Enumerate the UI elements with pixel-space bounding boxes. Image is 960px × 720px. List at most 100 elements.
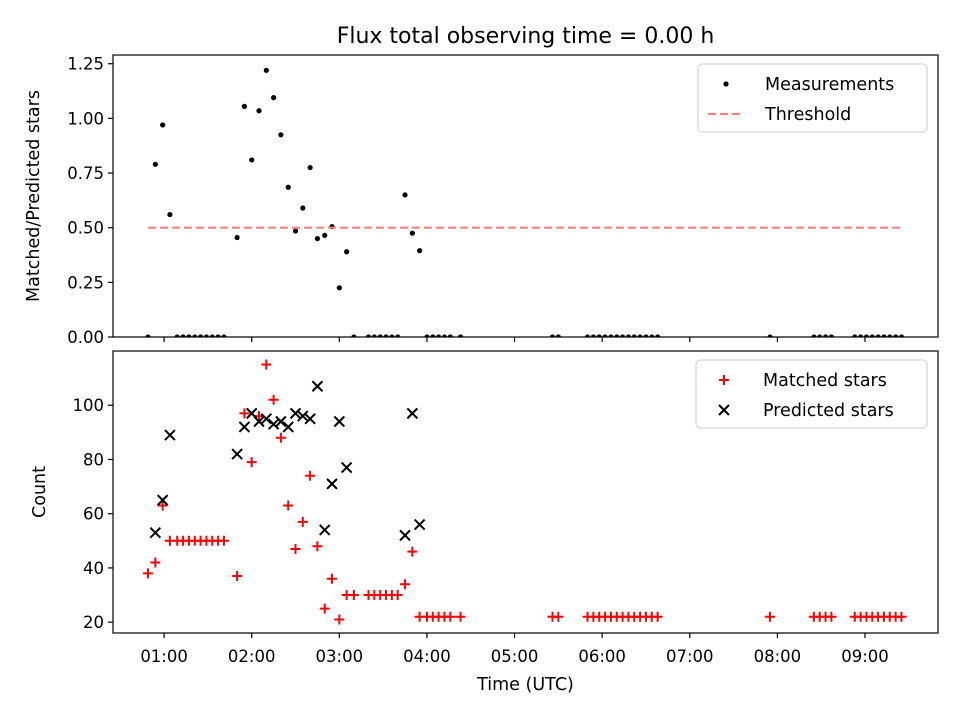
series-matched-stars — [143, 359, 907, 625]
data-point — [389, 334, 395, 337]
plot-area — [143, 359, 907, 625]
data-point — [643, 334, 649, 337]
panel-2: Count Time (UTC) 20 40 60 80 100 01:00 02:00 03:0… — [30, 350, 939, 695]
data-point — [167, 211, 173, 218]
data-point — [584, 334, 591, 337]
y-tick-label: 1.00 — [67, 109, 104, 128]
data-point — [896, 611, 907, 622]
data-point — [424, 334, 430, 337]
data-point — [765, 611, 776, 622]
data-point — [344, 249, 350, 255]
data-point — [893, 334, 899, 337]
data-point — [234, 234, 240, 241]
data-point — [413, 518, 426, 531]
data-point — [150, 557, 161, 568]
data-point — [875, 334, 881, 337]
data-point — [549, 334, 556, 337]
data-point — [898, 334, 905, 337]
data-point — [407, 546, 418, 557]
y-tick-label: 20 — [83, 613, 104, 632]
legend-box — [697, 63, 928, 133]
data-point — [596, 334, 602, 337]
data-point — [297, 516, 308, 527]
data-point — [300, 205, 306, 211]
data-point — [655, 334, 661, 337]
data-point — [887, 334, 893, 337]
data-point — [192, 334, 198, 337]
data-point — [278, 132, 284, 138]
data-point — [275, 415, 287, 428]
data-point — [365, 334, 372, 337]
data-point — [822, 334, 829, 337]
data-point — [383, 334, 389, 337]
y-tick-label: 100 — [73, 396, 105, 415]
data-point — [371, 334, 377, 337]
data-point — [143, 568, 154, 579]
data-point — [649, 334, 655, 337]
axes-frame — [112, 350, 939, 634]
data-point — [377, 334, 383, 337]
data-point — [826, 611, 837, 622]
x-tick-label: 03:00 — [316, 647, 364, 666]
y-axis-label: Count — [30, 466, 50, 518]
data-point — [156, 494, 169, 506]
data-point — [326, 478, 338, 490]
data-point — [555, 334, 561, 337]
legend-label: Predicted stars — [763, 401, 894, 421]
data-point — [285, 184, 291, 190]
data-point — [312, 541, 323, 552]
data-point — [275, 432, 286, 443]
data-point — [400, 579, 411, 590]
data-point — [241, 103, 248, 109]
x-axis-label: Time (UTC) — [476, 675, 574, 695]
data-point — [869, 334, 875, 337]
data-point — [767, 334, 773, 337]
data-point — [209, 334, 215, 337]
data-point — [282, 421, 294, 433]
legend-marker — [719, 375, 729, 385]
legend-marker — [723, 81, 729, 87]
plot-area — [145, 67, 905, 337]
data-point — [164, 429, 176, 441]
data-point — [307, 164, 313, 171]
data-point — [283, 500, 294, 511]
y-tick-label: 0.00 — [67, 328, 104, 347]
data-point — [457, 334, 464, 337]
data-point — [314, 236, 321, 242]
data-point — [253, 415, 265, 428]
data-point — [447, 334, 453, 337]
y-tick-label: 1.25 — [67, 55, 104, 74]
data-point — [249, 157, 255, 163]
data-point — [261, 359, 272, 370]
y-tick-label: 0.25 — [67, 273, 104, 292]
x-tick-label: 02:00 — [228, 647, 276, 666]
data-point — [590, 334, 596, 337]
data-point — [152, 161, 158, 167]
data-point — [289, 407, 302, 420]
data-point — [409, 230, 415, 236]
series-measurements — [145, 67, 905, 337]
x-tick-label: 01:00 — [140, 647, 188, 666]
x-tick-label: 05:00 — [491, 647, 539, 666]
data-point — [267, 418, 280, 430]
data-point — [392, 590, 403, 601]
data-point — [180, 334, 186, 337]
data-point — [417, 248, 423, 254]
data-point — [348, 590, 359, 601]
data-point — [271, 95, 277, 101]
data-point — [445, 611, 456, 622]
data-point — [858, 334, 864, 337]
data-point — [637, 334, 643, 337]
data-point — [297, 410, 309, 422]
data-point — [145, 334, 151, 337]
x-tick-label: 07:00 — [666, 647, 714, 666]
x-tick-label: 04:00 — [403, 647, 451, 666]
x-tick-label: 06:00 — [578, 647, 626, 666]
data-point — [198, 334, 204, 337]
data-point — [334, 614, 345, 625]
data-point — [186, 334, 192, 337]
data-point — [238, 421, 251, 433]
data-point — [602, 334, 608, 337]
data-point — [319, 524, 331, 536]
data-point — [263, 67, 269, 73]
